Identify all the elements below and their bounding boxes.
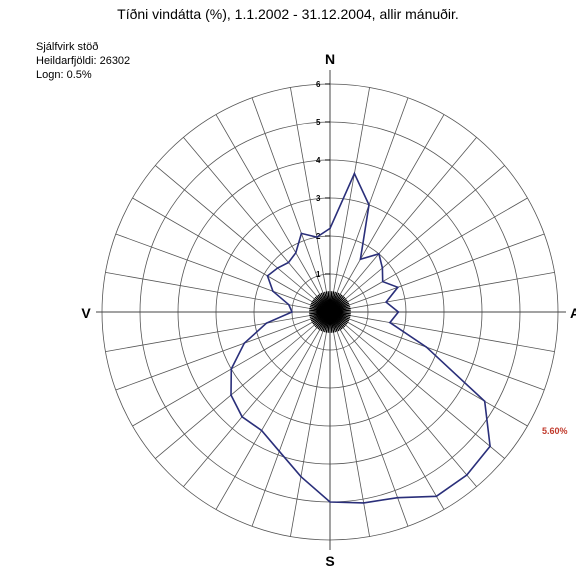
data-point [398, 311, 400, 313]
data-point [301, 233, 303, 235]
grid-spoke [252, 312, 330, 526]
data-point [230, 368, 232, 370]
grid-spoke [330, 312, 544, 390]
data-point [363, 502, 365, 504]
data-point [426, 346, 428, 348]
data-point [329, 501, 331, 503]
grid-spoke [116, 312, 330, 390]
data-point [291, 311, 293, 313]
direction-label-south: S [325, 553, 334, 569]
data-point [368, 204, 370, 206]
data-point [241, 416, 243, 418]
data-point [382, 281, 384, 283]
data-point [261, 430, 263, 432]
data-point [295, 252, 297, 254]
data-point [300, 476, 302, 478]
data-point [279, 450, 281, 452]
radial-tick-label: 5 [316, 118, 321, 127]
radial-tick-label: 1 [316, 270, 321, 279]
radial-tick-label: 3 [316, 194, 321, 203]
data-point [484, 401, 486, 403]
direction-label-west: V [81, 305, 91, 321]
data-point [288, 304, 290, 306]
grid-spoke [330, 312, 408, 526]
data-point [272, 290, 274, 292]
data-point [360, 259, 362, 261]
data-point [230, 394, 232, 396]
data-point [489, 446, 491, 448]
radial-tick-label: 4 [316, 156, 321, 165]
data-point [329, 228, 331, 230]
data-point [397, 497, 399, 499]
radial-tick-label: 6 [316, 80, 321, 89]
data-point [354, 173, 356, 175]
data-point [389, 322, 391, 324]
data-point [466, 474, 468, 476]
direction-label-north: N [325, 51, 335, 67]
data-point [316, 236, 318, 238]
max-value-label: 5.60% [542, 426, 568, 436]
data-point [382, 267, 384, 269]
data-point [397, 287, 399, 289]
data-point [277, 267, 279, 269]
data-point [385, 301, 387, 303]
series-layer [230, 173, 491, 504]
data-point [288, 262, 290, 264]
data-point [244, 342, 246, 344]
data-point [266, 322, 268, 324]
series-line [231, 174, 490, 503]
direction-label-east: A [570, 305, 576, 321]
data-point [267, 275, 269, 277]
data-point [378, 253, 380, 255]
grid-spoke [252, 98, 330, 312]
data-point [436, 495, 438, 497]
